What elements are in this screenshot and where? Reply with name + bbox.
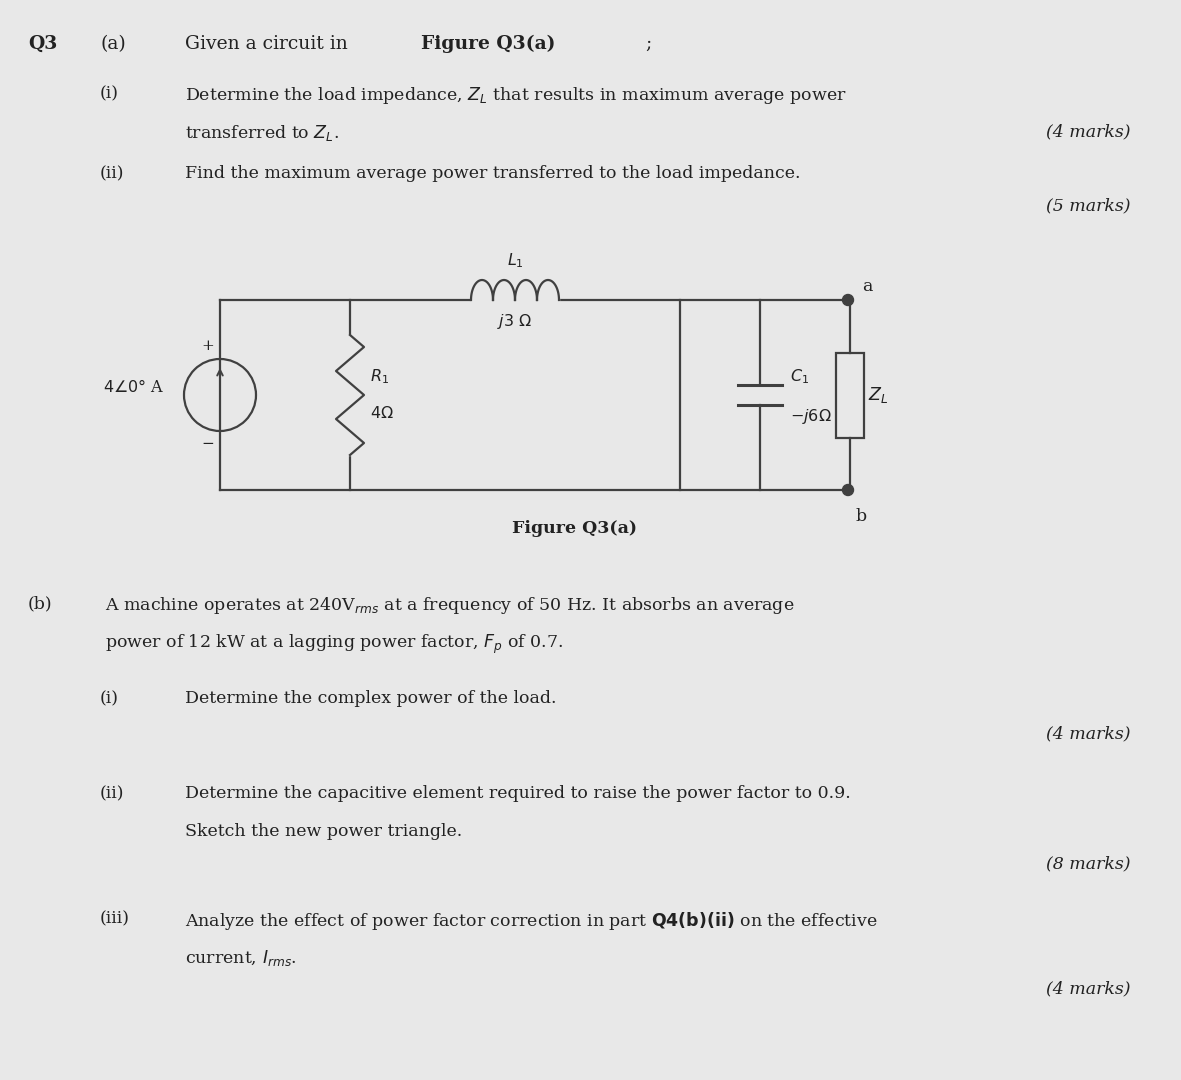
Text: (8 marks): (8 marks) bbox=[1045, 855, 1130, 872]
Text: Determine the capacitive element required to raise the power factor to 0.9.: Determine the capacitive element require… bbox=[185, 785, 850, 802]
Text: (iii): (iii) bbox=[100, 910, 130, 927]
Text: Given a circuit in: Given a circuit in bbox=[185, 35, 354, 53]
Text: +: + bbox=[202, 339, 215, 353]
Text: Sketch the new power triangle.: Sketch the new power triangle. bbox=[185, 823, 462, 840]
Text: $j3\ \Omega$: $j3\ \Omega$ bbox=[497, 312, 533, 330]
Text: (4 marks): (4 marks) bbox=[1045, 725, 1130, 742]
Text: (i): (i) bbox=[100, 690, 119, 707]
Text: (a): (a) bbox=[100, 35, 125, 53]
Circle shape bbox=[842, 295, 854, 306]
Text: Q3: Q3 bbox=[28, 35, 58, 53]
Text: Analyze the effect of power factor correction in part $\mathbf{Q4(b)(ii)}$ on th: Analyze the effect of power factor corre… bbox=[185, 910, 877, 932]
Text: ;: ; bbox=[645, 35, 651, 53]
Text: −: − bbox=[202, 437, 215, 451]
Text: Figure Q3(a): Figure Q3(a) bbox=[513, 519, 638, 537]
Text: $4\angle0°$ A: $4\angle0°$ A bbox=[104, 378, 165, 395]
Text: a: a bbox=[862, 278, 873, 295]
Text: $Z_L$: $Z_L$ bbox=[868, 384, 888, 405]
Text: power of 12 kW at a lagging power factor, $F_p$ of 0.7.: power of 12 kW at a lagging power factor… bbox=[105, 633, 563, 657]
Text: (5 marks): (5 marks) bbox=[1045, 197, 1130, 214]
Circle shape bbox=[842, 485, 854, 496]
Text: (4 marks): (4 marks) bbox=[1045, 980, 1130, 997]
Text: A machine operates at 240V$_{rms}$ at a frequency of 50 Hz. It absorbs an averag: A machine operates at 240V$_{rms}$ at a … bbox=[105, 595, 795, 616]
Text: Find the maximum average power transferred to the load impedance.: Find the maximum average power transferr… bbox=[185, 165, 801, 183]
Text: transferred to $Z_L$.: transferred to $Z_L$. bbox=[185, 123, 339, 143]
Text: $L_1$: $L_1$ bbox=[507, 252, 523, 270]
Text: Figure Q3(a): Figure Q3(a) bbox=[420, 35, 555, 53]
Text: $4\Omega$: $4\Omega$ bbox=[370, 405, 393, 421]
Text: (ii): (ii) bbox=[100, 165, 124, 183]
Text: Determine the load impedance, $Z_L$ that results in maximum average power: Determine the load impedance, $Z_L$ that… bbox=[185, 85, 847, 106]
Text: Determine the complex power of the load.: Determine the complex power of the load. bbox=[185, 690, 556, 707]
Text: (4 marks): (4 marks) bbox=[1045, 123, 1130, 140]
Bar bbox=[836, 352, 864, 437]
Text: current, $I_{rms}$.: current, $I_{rms}$. bbox=[185, 948, 296, 968]
Text: (ii): (ii) bbox=[100, 785, 124, 802]
Text: $R_1$: $R_1$ bbox=[370, 367, 389, 387]
Text: b: b bbox=[856, 508, 867, 525]
Text: (i): (i) bbox=[100, 85, 119, 102]
Text: (b): (b) bbox=[28, 595, 53, 612]
Text: $C_1$: $C_1$ bbox=[790, 367, 809, 387]
Text: $-j6\Omega$: $-j6\Omega$ bbox=[790, 407, 831, 427]
